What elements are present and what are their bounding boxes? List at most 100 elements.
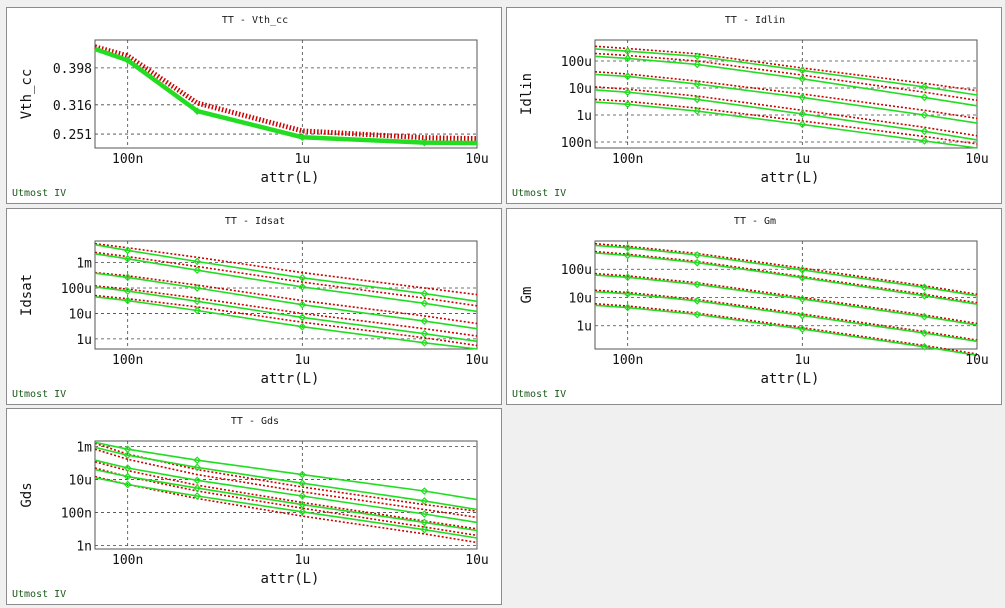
x-tick-label: 1u — [295, 353, 311, 368]
data-point-marker — [920, 127, 929, 136]
x-tick-label: 10u — [465, 152, 488, 167]
measured-series-line — [594, 71, 978, 120]
plot-frame — [94, 240, 478, 350]
data-point-marker — [920, 111, 929, 119]
measured-series-line — [594, 250, 978, 304]
chart-panel-vth: TT - Vth_cc 100n 1u 10u 0.251 0.316 0.398 attr(… — [6, 7, 502, 204]
measured-series-line — [594, 272, 978, 325]
measured-series-line — [594, 52, 978, 102]
chart-title: TT - Gds — [231, 416, 279, 427]
data-point-marker — [193, 463, 202, 472]
y-tick-label: 10u — [69, 307, 92, 322]
simulated-series-line — [94, 446, 478, 511]
data-point-marker — [920, 283, 929, 292]
data-point-marker — [298, 500, 307, 509]
data-point-marker — [193, 492, 202, 500]
data-point-marker — [798, 110, 807, 118]
data-point-marker — [623, 303, 632, 312]
x-tick-label: 10u — [465, 353, 488, 368]
data-point-marker — [798, 325, 807, 333]
simulated-series-line — [94, 468, 478, 532]
y-tick-label: 0.398 — [53, 62, 92, 77]
y-tick-label: 10u — [569, 82, 592, 97]
data-point-marker — [798, 120, 807, 129]
data-point-marker — [920, 342, 929, 351]
simulated-series-line — [594, 244, 978, 297]
data-point-marker — [693, 80, 702, 88]
data-point-marker — [123, 254, 132, 263]
data-point-marker — [420, 525, 429, 534]
y-tick-label: 100u — [561, 55, 592, 70]
panel-footer-label: Utmost IV — [512, 188, 566, 199]
x-tick-label: 100n — [112, 152, 143, 167]
y-axis-label: Gm — [519, 287, 535, 304]
x-tick-label: 10u — [965, 353, 988, 368]
data-point-marker — [798, 311, 807, 320]
data-point-marker — [123, 464, 132, 472]
simulated-series-line — [594, 48, 978, 96]
data-point-marker — [623, 289, 632, 298]
measured-series-line — [94, 251, 478, 307]
measured-series-line — [94, 448, 478, 519]
data-point-marker — [420, 518, 429, 527]
simulated-series-line — [594, 252, 978, 305]
data-point-marker — [298, 300, 307, 309]
data-point-marker — [420, 317, 429, 325]
simulated-series-line — [94, 253, 478, 313]
x-axis-label: attr(L) — [260, 170, 319, 186]
x-tick-label: 10u — [465, 553, 488, 568]
chart-title: TT - Gm — [734, 216, 776, 227]
data-point-marker — [420, 510, 429, 518]
panel-footer-label: Utmost IV — [12, 188, 66, 199]
data-point-marker — [298, 507, 307, 516]
data-point-marker — [693, 95, 702, 104]
x-tick-label: 1u — [295, 152, 311, 167]
data-point-marker — [298, 492, 307, 500]
y-tick-label: 1u — [76, 333, 92, 348]
chart-title: TT - Vth_cc — [222, 15, 288, 26]
data-point-marker — [298, 283, 307, 291]
y-tick-label: 0.316 — [53, 99, 92, 114]
chart-title: TT - Idlin — [725, 15, 785, 26]
plot-frame — [594, 39, 978, 149]
simulated-series-line — [94, 46, 478, 146]
data-point-marker — [420, 299, 429, 308]
data-point-marker — [798, 66, 807, 75]
data-point-marker — [193, 284, 202, 292]
data-point-marker — [420, 329, 429, 338]
data-point-marker — [123, 246, 132, 255]
data-point-marker — [193, 306, 202, 315]
data-point-marker — [123, 56, 132, 65]
data-point-marker — [623, 72, 632, 81]
simulated-series-line — [94, 286, 478, 343]
measured-series-line — [94, 442, 478, 512]
data-point-marker — [798, 93, 807, 102]
data-point-marker — [420, 487, 429, 495]
data-point-marker — [920, 93, 929, 102]
data-point-marker — [298, 273, 307, 282]
chart-gds: TT - Gds 100n 1u 10u 1n 100n 10u 1m attr(L) Gds Ut… — [12, 416, 489, 600]
measured-series-line — [594, 289, 978, 341]
x-tick-label: 1u — [295, 553, 311, 568]
measured-series-line — [94, 44, 478, 142]
data-point-marker — [123, 273, 132, 282]
y-tick-label: 100n — [561, 136, 592, 151]
measured-series-line — [594, 45, 978, 92]
data-point-marker — [920, 291, 929, 300]
data-point-marker — [193, 456, 202, 465]
data-point-marker — [123, 445, 132, 454]
data-point-marker — [123, 480, 132, 489]
x-tick-label: 100n — [612, 152, 643, 167]
y-tick-label: 0.251 — [53, 128, 92, 143]
x-axis-label: attr(L) — [260, 571, 319, 587]
measured-series-line — [94, 242, 478, 296]
plot-frame — [94, 39, 478, 149]
x-tick-label: 1u — [795, 353, 811, 368]
measured-series-line — [94, 285, 478, 337]
y-axis-label: Gds — [19, 482, 35, 507]
chart-gm: TT - Gm 100n 1u 10u 1u 10u 100u attr(L) Gm Utmost… — [512, 216, 989, 400]
data-point-marker — [420, 338, 429, 347]
y-axis-label: Idsat — [19, 274, 35, 316]
data-point-marker — [693, 107, 702, 115]
measured-series-line — [594, 98, 978, 145]
